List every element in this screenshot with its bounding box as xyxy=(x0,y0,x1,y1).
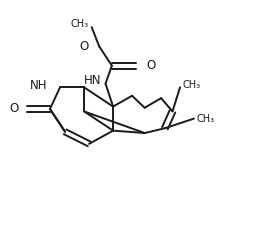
Text: O: O xyxy=(147,59,156,72)
Text: O: O xyxy=(80,40,89,53)
Text: CH₃: CH₃ xyxy=(71,19,89,29)
Text: NH: NH xyxy=(30,79,47,92)
Text: CH₃: CH₃ xyxy=(183,80,201,91)
Text: CH₃: CH₃ xyxy=(196,113,215,124)
Text: HN: HN xyxy=(84,74,102,87)
Text: O: O xyxy=(10,102,19,115)
